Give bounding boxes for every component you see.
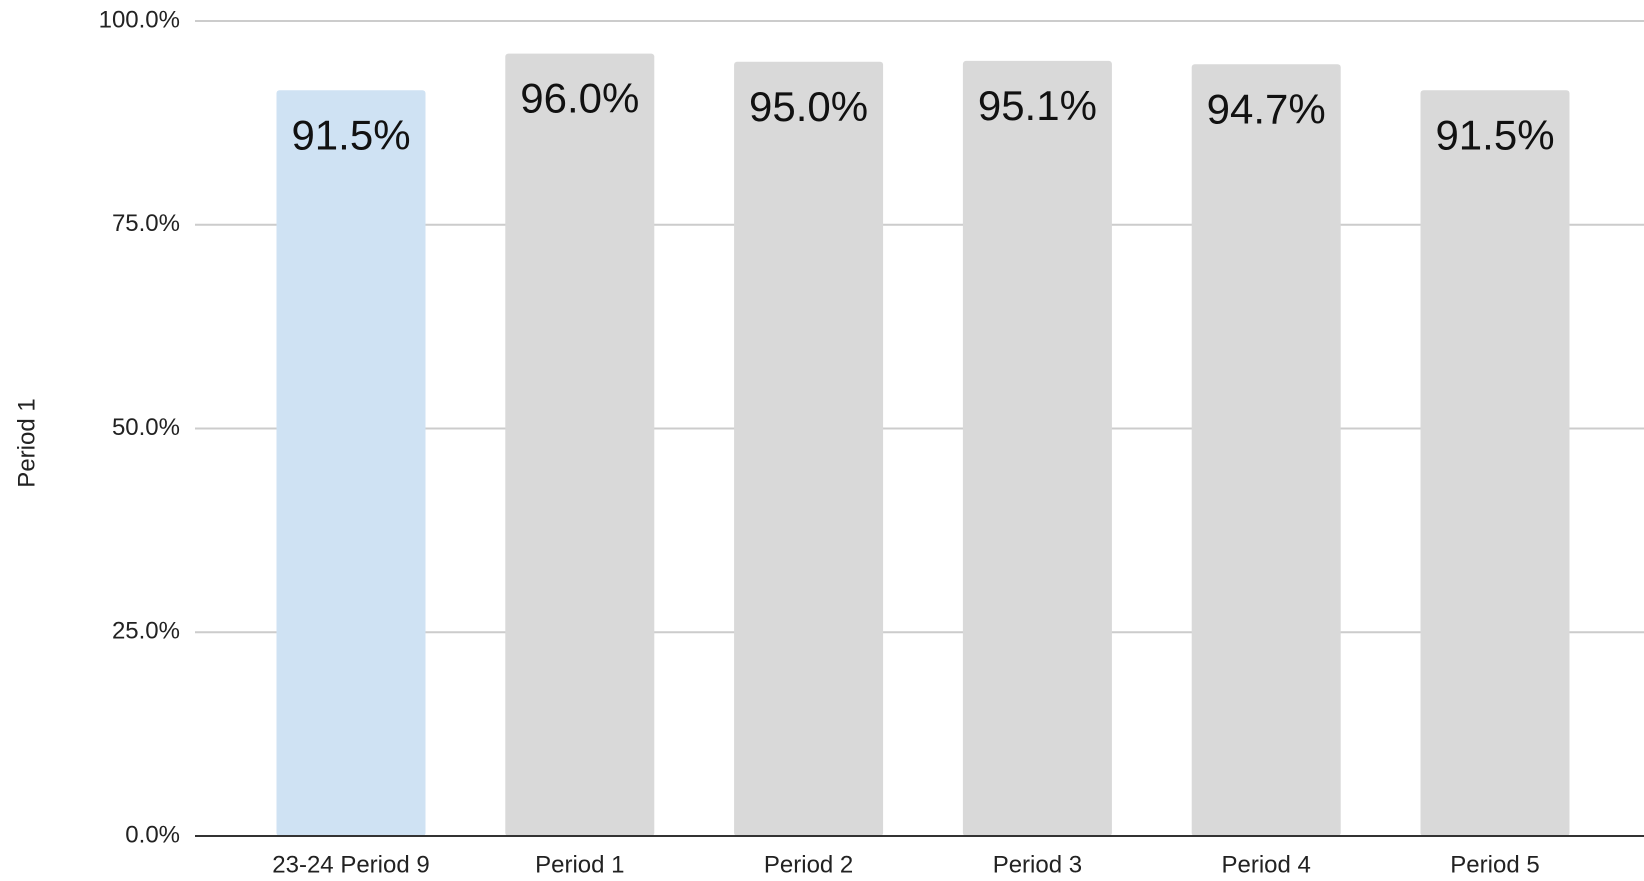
y-tick-label: 75.0% [112,210,180,237]
value-label: 91.5% [1435,111,1554,158]
bar [276,90,426,836]
y-tick-label: 0.0% [125,821,180,848]
bar [1420,90,1570,836]
y-tick-label: 100.0% [99,6,180,33]
value-label: 95.0% [749,83,868,130]
value-label: 91.5% [291,111,410,158]
bar [734,61,884,836]
x-tick-label: Period 1 [535,851,624,878]
bar [962,60,1112,837]
value-label: 94.7% [1207,85,1326,132]
x-tick-label: Period 2 [764,851,853,878]
y-tick-label: 25.0% [112,618,180,645]
value-label: 95.1% [978,82,1097,129]
x-tick-label: Period 3 [993,851,1082,878]
x-tick-label: Period 4 [1222,851,1311,878]
y-axis-label: Period 1 [13,398,40,487]
x-tick-label: 23-24 Period 9 [272,851,429,878]
bar [1191,64,1341,836]
x-tick-label: Period 5 [1450,851,1539,878]
value-label: 96.0% [520,75,639,122]
y-tick-label: 50.0% [112,414,180,441]
bar [505,53,655,837]
